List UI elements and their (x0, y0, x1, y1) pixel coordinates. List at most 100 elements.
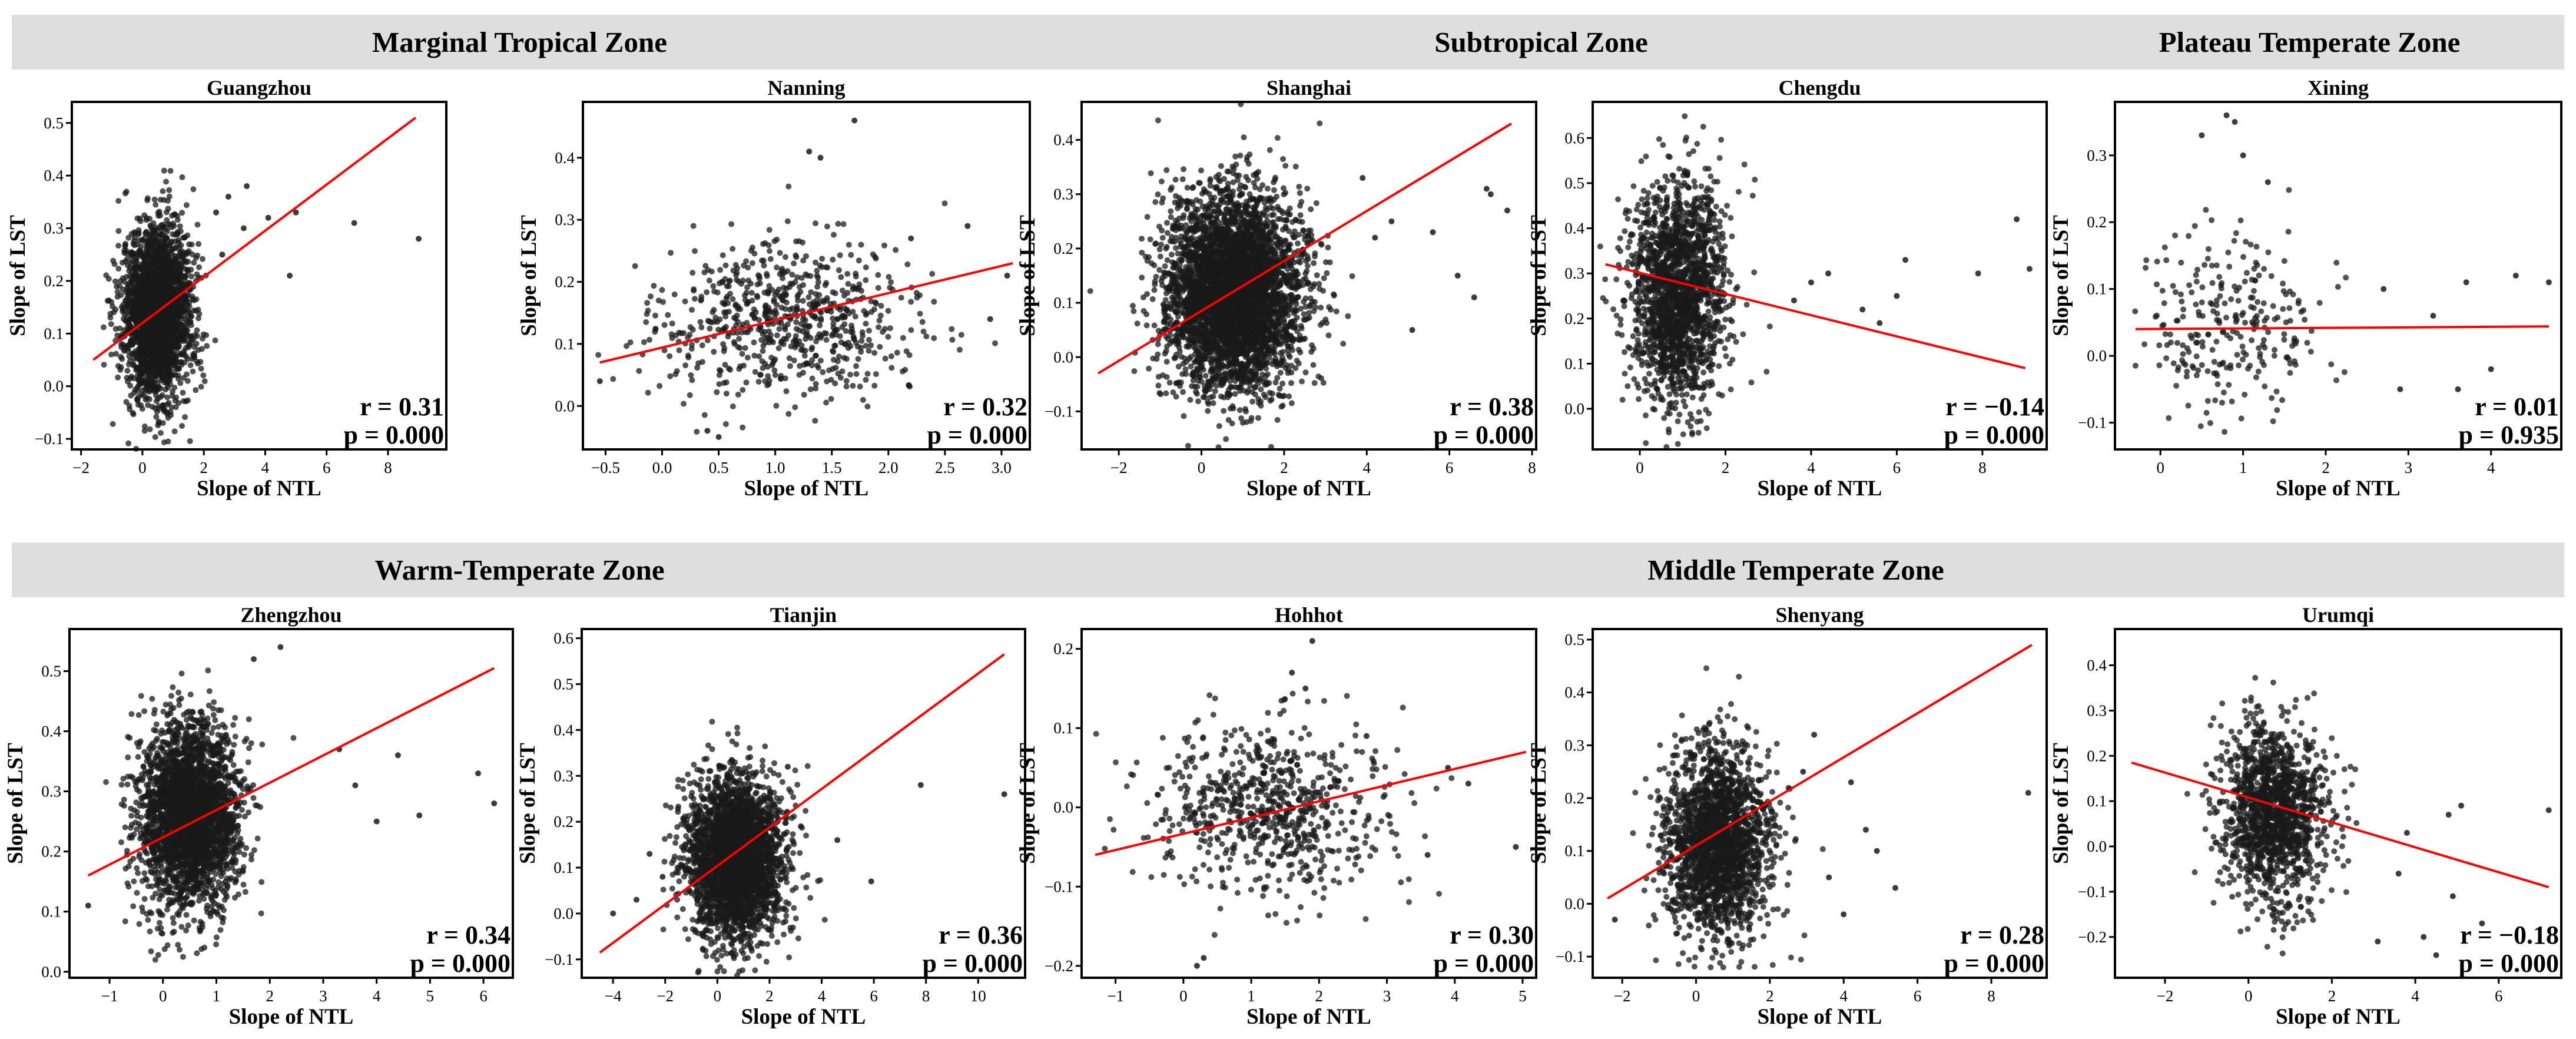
y-tick-label: 0.3 (555, 211, 575, 229)
data-point (949, 326, 955, 332)
data-point (114, 289, 121, 295)
data-point (731, 339, 737, 345)
data-point (115, 266, 122, 272)
zone-title: Warm-Temperate Zone (12, 542, 1027, 597)
data-point (777, 375, 784, 382)
data-point (148, 344, 154, 350)
y-tick-label: 0.1 (555, 335, 575, 353)
data-point (777, 250, 783, 256)
data-point (898, 295, 904, 301)
data-point (668, 250, 674, 256)
data-point (773, 402, 780, 409)
data-point (813, 259, 818, 266)
data-point (152, 201, 159, 208)
data-point (161, 197, 167, 203)
data-point (199, 346, 205, 352)
data-point (169, 213, 175, 219)
data-point (151, 196, 158, 203)
x-tick-label: 2.0 (878, 459, 899, 477)
data-point (720, 252, 726, 259)
data-point (107, 315, 114, 321)
data-point (188, 313, 194, 319)
data-point (748, 280, 754, 287)
data-point (161, 406, 167, 412)
data-point (830, 366, 836, 372)
data-point (128, 250, 135, 256)
x-tick-label: 1.0 (765, 459, 785, 477)
data-point (929, 271, 936, 277)
data-point (139, 359, 145, 366)
scatter-points (100, 167, 422, 452)
data-point (136, 336, 142, 342)
data-point (121, 327, 128, 333)
data-point (711, 319, 718, 325)
data-point (808, 362, 815, 369)
data-point (853, 363, 859, 369)
x-tick-label: 8 (384, 459, 392, 477)
data-point (134, 318, 140, 325)
data-point (194, 358, 200, 365)
data-point (711, 307, 717, 313)
data-point (1185, 442, 1191, 449)
y-tick-label: 0.4 (44, 167, 64, 184)
data-point (844, 271, 851, 277)
data-point (1168, 252, 1175, 258)
y-tick-label: 0.0 (555, 397, 575, 415)
data-point (595, 352, 602, 358)
data-point (190, 186, 197, 193)
x-tick-label: −0.5 (591, 459, 620, 477)
data-point (1278, 403, 1285, 410)
data-point (134, 215, 141, 221)
data-point (765, 328, 772, 335)
data-point (134, 298, 141, 305)
data-point (187, 438, 193, 444)
data-point (178, 250, 184, 256)
data-point (784, 321, 791, 327)
data-point (734, 312, 740, 319)
data-point (800, 369, 806, 376)
data-point (699, 342, 705, 349)
data-point (165, 316, 171, 323)
data-point (195, 241, 202, 247)
data-point (115, 243, 122, 249)
data-point (873, 371, 879, 378)
data-point (142, 339, 148, 346)
data-point (142, 346, 148, 352)
data-point (805, 294, 812, 300)
data-point (894, 349, 900, 356)
data-point (689, 307, 695, 313)
data-point (871, 382, 878, 389)
data-point (154, 273, 160, 280)
data-point (165, 322, 171, 329)
data-point (828, 396, 834, 402)
data-point (194, 271, 200, 277)
data-point (118, 364, 124, 370)
data-point (726, 309, 732, 315)
data-point (800, 257, 807, 264)
data-point (760, 331, 766, 337)
data-point (756, 273, 762, 280)
data-point (858, 241, 864, 248)
data-point (1324, 270, 1330, 276)
data-point (881, 242, 887, 249)
data-point (957, 346, 963, 353)
data-point (170, 273, 177, 280)
data-point (171, 338, 177, 345)
data-point (685, 352, 691, 359)
data-point (842, 341, 848, 348)
data-point (730, 246, 736, 252)
data-point (783, 388, 790, 395)
data-point (1221, 176, 1227, 182)
data-point (165, 367, 171, 373)
data-point (907, 383, 913, 390)
data-point (1175, 363, 1182, 370)
data-point (131, 237, 137, 244)
data-point (785, 332, 792, 339)
data-point (138, 303, 145, 309)
data-point (737, 306, 744, 312)
data-point-outlier (596, 378, 603, 385)
data-point-outlier (715, 434, 722, 440)
data-point (801, 392, 807, 398)
data-point (158, 231, 165, 237)
data-point (823, 399, 830, 406)
